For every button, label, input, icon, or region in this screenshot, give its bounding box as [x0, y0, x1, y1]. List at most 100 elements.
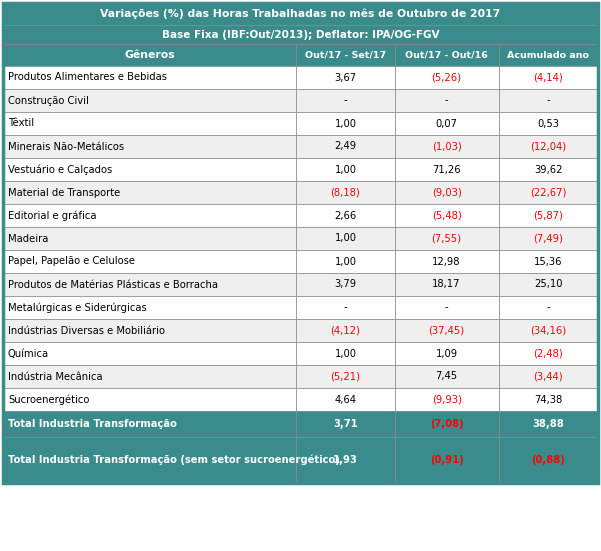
Bar: [296, 158, 394, 181]
Bar: [296, 388, 394, 411]
Bar: [296, 204, 394, 227]
Bar: [296, 250, 394, 273]
Text: 3,79: 3,79: [334, 279, 356, 289]
Text: (9,93): (9,93): [432, 395, 462, 404]
Bar: [296, 342, 394, 365]
Text: (0,88): (0,88): [531, 455, 565, 465]
Text: Sucroenergético: Sucroenergético: [8, 395, 90, 405]
Text: (12,04): (12,04): [530, 142, 566, 152]
Bar: [3, 181, 296, 204]
Text: 18,17: 18,17: [432, 279, 461, 289]
Bar: [394, 273, 499, 296]
Text: Produtos de Matérias Plásticas e Borracha: Produtos de Matérias Plásticas e Borrach…: [8, 279, 218, 289]
Bar: [3, 135, 296, 158]
Text: 25,10: 25,10: [534, 279, 563, 289]
Bar: [3, 89, 296, 112]
Text: 74,38: 74,38: [534, 395, 563, 404]
Bar: [499, 66, 598, 89]
Text: 1,00: 1,00: [334, 118, 356, 128]
Text: (0,91): (0,91): [430, 455, 463, 465]
Bar: [394, 204, 499, 227]
Bar: [3, 227, 296, 250]
Text: (5,21): (5,21): [331, 371, 361, 381]
Text: Base Fixa (IBF:Out/2013); Deflator: IPA/OG-FGV: Base Fixa (IBF:Out/2013); Deflator: IPA/…: [162, 30, 439, 40]
Bar: [499, 181, 598, 204]
Bar: [3, 250, 296, 273]
Text: Minerais Não-Metálicos: Minerais Não-Metálicos: [8, 142, 124, 152]
Text: Variações (%) das Horas Trabalhadas no mês de Outubro de 2017: Variações (%) das Horas Trabalhadas no m…: [100, 9, 501, 19]
Text: 1,09: 1,09: [436, 348, 457, 359]
Text: Acumulado ano: Acumulado ano: [507, 51, 590, 60]
Text: Gêneros: Gêneros: [124, 50, 175, 60]
Bar: [394, 44, 499, 66]
Text: Química: Química: [8, 348, 49, 359]
Bar: [296, 365, 394, 388]
Bar: [296, 181, 394, 204]
Bar: [3, 411, 296, 437]
Bar: [499, 342, 598, 365]
Bar: [394, 411, 499, 437]
Bar: [296, 437, 394, 483]
Text: Total Industria Transformação (sem setor sucroenergético): Total Industria Transformação (sem setor…: [8, 455, 340, 465]
Text: 2,66: 2,66: [334, 210, 356, 220]
Text: 0,53: 0,53: [537, 118, 560, 128]
Text: (37,45): (37,45): [429, 326, 465, 336]
Bar: [499, 250, 598, 273]
Bar: [394, 158, 499, 181]
Bar: [3, 342, 296, 365]
Bar: [499, 273, 598, 296]
Text: Têxtil: Têxtil: [8, 118, 34, 128]
Bar: [296, 227, 394, 250]
Bar: [499, 319, 598, 342]
Text: 1,00: 1,00: [334, 165, 356, 175]
Bar: [394, 342, 499, 365]
Text: Madeira: Madeira: [8, 234, 48, 244]
Text: (1,03): (1,03): [432, 142, 462, 152]
Bar: [499, 388, 598, 411]
Bar: [3, 296, 296, 319]
Text: 0,07: 0,07: [436, 118, 457, 128]
Bar: [394, 112, 499, 135]
Text: (34,16): (34,16): [530, 326, 566, 336]
Text: Total Industria Transformação: Total Industria Transformação: [8, 419, 177, 429]
Bar: [394, 66, 499, 89]
Bar: [499, 112, 598, 135]
Text: Produtos Alimentares e Bebidas: Produtos Alimentares e Bebidas: [8, 73, 167, 83]
Text: (2,48): (2,48): [534, 348, 563, 359]
Bar: [3, 3, 598, 25]
Bar: [296, 112, 394, 135]
Text: -: -: [546, 95, 550, 105]
Bar: [394, 227, 499, 250]
Text: Papel, Papelão e Celulose: Papel, Papelão e Celulose: [8, 257, 135, 267]
Text: 1,00: 1,00: [334, 234, 356, 244]
Bar: [3, 365, 296, 388]
Bar: [394, 365, 499, 388]
Bar: [394, 296, 499, 319]
Text: Metalúrgicas e Siderúrgicas: Metalúrgicas e Siderúrgicas: [8, 302, 147, 313]
Text: 39,62: 39,62: [534, 165, 563, 175]
Bar: [3, 437, 296, 483]
Text: Vestuário e Calçados: Vestuário e Calçados: [8, 164, 112, 175]
Text: 38,88: 38,88: [532, 419, 564, 429]
Text: -: -: [344, 95, 347, 105]
Bar: [296, 135, 394, 158]
Bar: [3, 204, 296, 227]
Bar: [499, 89, 598, 112]
Bar: [499, 135, 598, 158]
Text: 71,26: 71,26: [432, 165, 461, 175]
Text: 3,71: 3,71: [333, 419, 358, 429]
Text: 4,64: 4,64: [334, 395, 356, 404]
Bar: [3, 3, 598, 483]
Text: (7,55): (7,55): [432, 234, 462, 244]
Text: (9,03): (9,03): [432, 187, 462, 197]
Bar: [499, 158, 598, 181]
Bar: [394, 250, 499, 273]
Text: 3,67: 3,67: [334, 73, 356, 83]
Bar: [394, 89, 499, 112]
Bar: [296, 273, 394, 296]
Text: Material de Transporte: Material de Transporte: [8, 187, 120, 197]
Bar: [499, 296, 598, 319]
Bar: [499, 437, 598, 483]
Bar: [296, 319, 394, 342]
Bar: [3, 273, 296, 296]
